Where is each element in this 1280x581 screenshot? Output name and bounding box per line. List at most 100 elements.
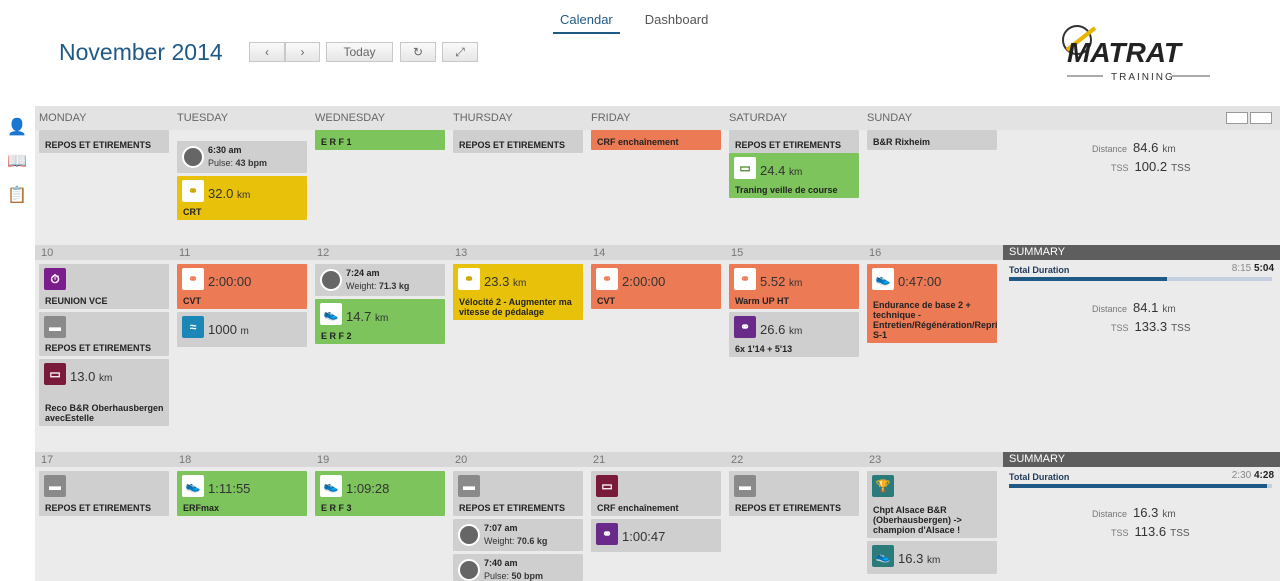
library-icon[interactable]: 📖 [7,153,27,170]
summary-distance: Distance 16.3 km [1092,505,1176,520]
plan-icon[interactable]: 📋 [7,187,27,204]
workout-card[interactable]: ▬ REPOS ET ETIREMENTS [39,471,169,516]
month-name: November [59,39,166,65]
workout-card[interactable]: 👟 1:11:55 ERFmax [177,471,307,516]
workout-card[interactable]: REPOS ET ETIREMENTS [729,130,859,153]
brick-icon: ▭ [734,157,756,179]
date-number: 19 [317,454,330,466]
metric-key: Weight: [346,281,377,291]
date-number: 11 [179,247,191,259]
workout-card[interactable]: ▬ REPOS ET ETIREMENTS [453,471,583,516]
duration-values: 2:30 4:28 [1232,470,1274,481]
workout-card[interactable]: ⚭ 5.52 km Warm UP HT [729,264,859,309]
workout-value: 32.0 km [208,186,250,201]
rest-icon: ▬ [44,316,66,338]
gauge-icon [320,269,342,291]
tab-calendar[interactable]: Calendar [553,10,620,34]
view-toggle [1226,112,1272,124]
stat-num: 84.1 [1133,300,1159,315]
bike-icon: ⚭ [596,523,618,545]
day-header-tuesday: TUESDAY [177,112,229,124]
workout-card[interactable]: ⚭ 32.0 km CRT [177,176,307,220]
card-label: REPOS ET ETIREMENTS [735,140,842,150]
metric-val: 71.3 kg [378,281,410,291]
rest-icon: ▬ [734,475,756,497]
metric-time: 6:30 am [208,145,242,155]
metric-card[interactable]: 6:30 am Pulse: 43 bpm [177,141,307,173]
metric-time: 7:24 am [346,268,380,278]
gauge-icon [458,524,480,546]
event-card[interactable]: 🏆 Chpt Alsace B&R (Oberhausbergen) -> ch… [867,471,997,538]
workout-card[interactable]: ⚭ 1:00:47 [591,519,721,552]
athlete-icon[interactable]: 👤 [7,119,27,136]
today-button[interactable]: Today [326,42,393,62]
workout-card[interactable]: ▭ CRF enchaînement [591,471,721,516]
workout-card[interactable]: B&R Rixheim [867,130,997,150]
stat-num: 100.2 [1134,159,1168,174]
day-header-sunday: SUNDAY [867,112,913,124]
workout-card[interactable]: ⚭ 2:00:00 CVT [177,264,307,309]
stat-unit: TSS [1171,163,1191,174]
metric-value: Weight: 70.6 kg [484,536,547,546]
run-icon: 👟 [320,475,342,497]
workout-card[interactable]: REPOS ET ETIREMENTS [453,130,583,153]
workout-card[interactable]: ▭ 24.4 km Traning veille de course [729,153,859,198]
bike-icon: ⚭ [182,268,204,290]
workout-card[interactable]: ▭ 13.0 km Reco B&R Oberhausbergen avecEs… [39,359,169,426]
metric-value: Pulse: 43 bpm [208,158,267,168]
workout-card[interactable]: ▬ REPOS ET ETIREMENTS [39,312,169,356]
metric-card[interactable]: 7:40 am Pulse: 50 bpm [453,554,583,581]
tab-dashboard[interactable]: Dashboard [644,12,709,27]
card-label: Reco B&R Oberhausbergen avecEstelle [45,403,164,423]
refresh-button[interactable]: ↻ [400,42,436,62]
next-button[interactable]: › [285,42,320,62]
workout-card[interactable]: CRF enchaînement [591,130,721,150]
metric-card[interactable]: 7:24 am Weight: 71.3 kg [315,264,445,296]
prev-button[interactable]: ‹ [249,42,285,62]
value-unit: m [240,326,249,337]
refresh-icon: ↻ [412,45,424,59]
date-number: 13 [455,247,468,259]
metric-key: Pulse: [208,158,234,168]
workout-card[interactable]: 👟 14.7 km E R F 2 [315,299,445,344]
workout-value: 23.3 km [484,274,526,289]
event-card[interactable]: ⏱ REUNION VCE [39,264,169,309]
swim-icon: ≈ [182,316,204,338]
workout-value: 16.3 km [898,551,940,566]
list-view-icon[interactable] [1226,112,1248,124]
workout-card[interactable]: ⚭ 23.3 km Vélocité 2 - Augmenter ma vite… [453,264,583,320]
workout-card[interactable]: E R F 1 [315,130,445,150]
workout-card[interactable]: ▬ REPOS ET ETIREMENTS [729,471,859,516]
card-label: Vélocité 2 - Augmenter ma vitesse de péd… [459,297,572,317]
workout-card[interactable]: REPOS ET ETIREMENTS [39,130,169,153]
workout-card[interactable]: ≈ 1000 m [177,312,307,347]
planned-duration: 2:30 [1231,470,1252,481]
card-label: CRF enchaînement [597,503,679,513]
grid-view-icon[interactable] [1250,112,1272,124]
summary-tss: TSS 113.6 TSS [1111,524,1190,539]
workout-card[interactable]: 👟 0:47:00 Endurance de base 2 + techniqu… [867,264,997,343]
run-icon: 👟 [872,545,894,567]
stat-key: TSS [1111,323,1129,333]
bike-icon: ⚭ [458,268,480,290]
progress-fill [1009,484,1267,488]
logo-subtext: TRAINING [1111,72,1175,83]
metric-key: Weight: [484,536,515,546]
workout-value: 0:47:00 [898,274,942,289]
summary-header: SUMMARY [1003,245,1280,260]
card-label: CRF enchaînement [597,137,679,147]
card-label: CVT [597,296,615,306]
workout-card[interactable]: 👟 16.3 km [867,541,997,574]
summary-tss: TSS 133.3 TSS [1111,319,1191,334]
expand-button[interactable]: ⤢ [442,42,478,62]
value-unit: km [788,278,803,289]
metric-card[interactable]: 7:07 am Weight: 70.6 kg [453,519,583,551]
workout-card[interactable]: ⚭ 2:00:00 CVT [591,264,721,309]
day-header-thursday: THURSDAY [453,112,513,124]
workout-card[interactable]: ⚭ 26.6 km 6x 1'14 + 5'13 [729,312,859,357]
actual-duration: 5:04 [1253,263,1274,274]
card-label: Endurance de base 2 + technique - Entret… [873,300,997,340]
actual-duration: 4:28 [1253,470,1274,481]
workout-card[interactable]: 👟 1:09:28 E R F 3 [315,471,445,516]
total-duration: Total Duration 8:15 5:04 [1003,260,1280,281]
